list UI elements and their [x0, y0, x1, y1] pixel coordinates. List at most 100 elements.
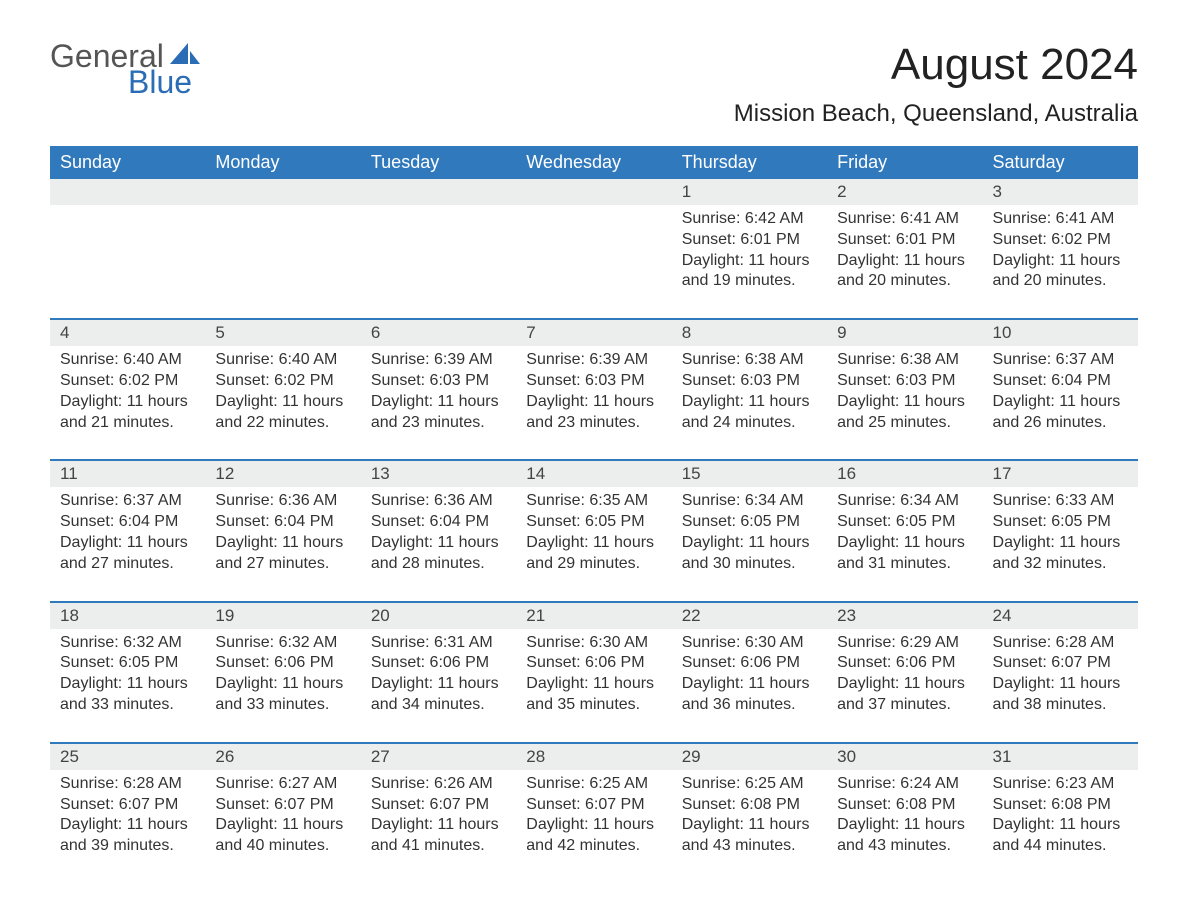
day-details: Sunrise: 6:41 AMSunset: 6:02 PMDaylight:… — [983, 205, 1138, 292]
daylight-text-line2: and 27 minutes. — [215, 554, 350, 575]
sunrise-text: Sunrise: 6:33 AM — [993, 491, 1128, 512]
sunset-text: Sunset: 6:08 PM — [837, 795, 972, 816]
day-details: Sunrise: 6:30 AMSunset: 6:06 PMDaylight:… — [672, 629, 827, 716]
day-header-monday: Monday — [205, 146, 360, 179]
day-details: Sunrise: 6:41 AMSunset: 6:01 PMDaylight:… — [827, 205, 982, 292]
day-details: Sunrise: 6:28 AMSunset: 6:07 PMDaylight:… — [50, 770, 205, 857]
daylight-text-line2: and 38 minutes. — [993, 695, 1128, 716]
day-details: Sunrise: 6:31 AMSunset: 6:06 PMDaylight:… — [361, 629, 516, 716]
day-number: 10 — [983, 320, 1138, 346]
sunrise-text: Sunrise: 6:38 AM — [837, 350, 972, 371]
sunrise-text: Sunrise: 6:26 AM — [371, 774, 506, 795]
sunrise-text: Sunrise: 6:40 AM — [60, 350, 195, 371]
day-number: 31 — [983, 744, 1138, 770]
day-number: 13 — [361, 461, 516, 487]
sunrise-text: Sunrise: 6:29 AM — [837, 633, 972, 654]
day-cell: 17Sunrise: 6:33 AMSunset: 6:05 PMDayligh… — [983, 460, 1138, 601]
day-cell: 24Sunrise: 6:28 AMSunset: 6:07 PMDayligh… — [983, 602, 1138, 743]
daylight-text-line2: and 28 minutes. — [371, 554, 506, 575]
daylight-text-line1: Daylight: 11 hours — [526, 674, 661, 695]
daylight-text-line2: and 35 minutes. — [526, 695, 661, 716]
sunset-text: Sunset: 6:06 PM — [215, 653, 350, 674]
sunrise-text: Sunrise: 6:37 AM — [993, 350, 1128, 371]
week-row: 25Sunrise: 6:28 AMSunset: 6:07 PMDayligh… — [50, 743, 1138, 883]
day-number: 12 — [205, 461, 360, 487]
day-details: Sunrise: 6:39 AMSunset: 6:03 PMDaylight:… — [516, 346, 671, 433]
week-row: 1Sunrise: 6:42 AMSunset: 6:01 PMDaylight… — [50, 179, 1138, 319]
day-details: Sunrise: 6:40 AMSunset: 6:02 PMDaylight:… — [50, 346, 205, 433]
sunset-text: Sunset: 6:08 PM — [682, 795, 817, 816]
day-cell: 27Sunrise: 6:26 AMSunset: 6:07 PMDayligh… — [361, 743, 516, 883]
sunset-text: Sunset: 6:04 PM — [215, 512, 350, 533]
empty-daynum — [361, 179, 516, 205]
month-title: August 2024 — [734, 40, 1138, 90]
day-cell: 19Sunrise: 6:32 AMSunset: 6:06 PMDayligh… — [205, 602, 360, 743]
sunrise-text: Sunrise: 6:38 AM — [682, 350, 817, 371]
sunrise-text: Sunrise: 6:23 AM — [993, 774, 1128, 795]
day-number: 19 — [205, 603, 360, 629]
day-number: 16 — [827, 461, 982, 487]
day-number: 15 — [672, 461, 827, 487]
day-cell: 16Sunrise: 6:34 AMSunset: 6:05 PMDayligh… — [827, 460, 982, 601]
day-details: Sunrise: 6:30 AMSunset: 6:06 PMDaylight:… — [516, 629, 671, 716]
day-cell: 22Sunrise: 6:30 AMSunset: 6:06 PMDayligh… — [672, 602, 827, 743]
sunset-text: Sunset: 6:02 PM — [60, 371, 195, 392]
day-number: 24 — [983, 603, 1138, 629]
daylight-text-line2: and 37 minutes. — [837, 695, 972, 716]
header: General Blue August 2024 Mission Beach, … — [50, 40, 1138, 138]
day-cell: 14Sunrise: 6:35 AMSunset: 6:05 PMDayligh… — [516, 460, 671, 601]
sunset-text: Sunset: 6:03 PM — [371, 371, 506, 392]
week-row: 4Sunrise: 6:40 AMSunset: 6:02 PMDaylight… — [50, 319, 1138, 460]
daylight-text-line1: Daylight: 11 hours — [837, 251, 972, 272]
sunset-text: Sunset: 6:05 PM — [837, 512, 972, 533]
daylight-text-line1: Daylight: 11 hours — [682, 251, 817, 272]
sunset-text: Sunset: 6:08 PM — [993, 795, 1128, 816]
empty-cell — [361, 179, 516, 319]
empty-cell — [50, 179, 205, 319]
sunset-text: Sunset: 6:07 PM — [371, 795, 506, 816]
day-details: Sunrise: 6:42 AMSunset: 6:01 PMDaylight:… — [672, 205, 827, 292]
sunset-text: Sunset: 6:02 PM — [993, 230, 1128, 251]
day-number: 22 — [672, 603, 827, 629]
day-cell: 13Sunrise: 6:36 AMSunset: 6:04 PMDayligh… — [361, 460, 516, 601]
sunrise-text: Sunrise: 6:32 AM — [215, 633, 350, 654]
sunrise-text: Sunrise: 6:28 AM — [60, 774, 195, 795]
day-details: Sunrise: 6:38 AMSunset: 6:03 PMDaylight:… — [672, 346, 827, 433]
daylight-text-line1: Daylight: 11 hours — [993, 251, 1128, 272]
logo: General Blue — [50, 40, 202, 98]
day-cell: 6Sunrise: 6:39 AMSunset: 6:03 PMDaylight… — [361, 319, 516, 460]
day-number: 27 — [361, 744, 516, 770]
daylight-text-line2: and 30 minutes. — [682, 554, 817, 575]
day-cell: 31Sunrise: 6:23 AMSunset: 6:08 PMDayligh… — [983, 743, 1138, 883]
day-details: Sunrise: 6:32 AMSunset: 6:05 PMDaylight:… — [50, 629, 205, 716]
daylight-text-line1: Daylight: 11 hours — [215, 815, 350, 836]
sunrise-text: Sunrise: 6:25 AM — [526, 774, 661, 795]
day-number: 8 — [672, 320, 827, 346]
day-number: 29 — [672, 744, 827, 770]
daylight-text-line2: and 21 minutes. — [60, 413, 195, 434]
day-number: 14 — [516, 461, 671, 487]
day-cell: 28Sunrise: 6:25 AMSunset: 6:07 PMDayligh… — [516, 743, 671, 883]
sunset-text: Sunset: 6:07 PM — [526, 795, 661, 816]
day-number: 2 — [827, 179, 982, 205]
daylight-text-line1: Daylight: 11 hours — [60, 815, 195, 836]
sunrise-text: Sunrise: 6:36 AM — [215, 491, 350, 512]
daylight-text-line1: Daylight: 11 hours — [682, 674, 817, 695]
daylight-text-line1: Daylight: 11 hours — [837, 533, 972, 554]
day-details: Sunrise: 6:37 AMSunset: 6:04 PMDaylight:… — [50, 487, 205, 574]
day-cell: 9Sunrise: 6:38 AMSunset: 6:03 PMDaylight… — [827, 319, 982, 460]
day-cell: 25Sunrise: 6:28 AMSunset: 6:07 PMDayligh… — [50, 743, 205, 883]
day-number: 30 — [827, 744, 982, 770]
sunset-text: Sunset: 6:06 PM — [526, 653, 661, 674]
daylight-text-line2: and 32 minutes. — [993, 554, 1128, 575]
day-number: 5 — [205, 320, 360, 346]
sunset-text: Sunset: 6:05 PM — [60, 653, 195, 674]
day-number: 23 — [827, 603, 982, 629]
day-cell: 18Sunrise: 6:32 AMSunset: 6:05 PMDayligh… — [50, 602, 205, 743]
daylight-text-line2: and 36 minutes. — [682, 695, 817, 716]
logo-text-bottom: Blue — [50, 66, 202, 98]
daylight-text-line1: Daylight: 11 hours — [682, 815, 817, 836]
daylight-text-line2: and 41 minutes. — [371, 836, 506, 857]
daylight-text-line2: and 20 minutes. — [993, 271, 1128, 292]
day-cell: 20Sunrise: 6:31 AMSunset: 6:06 PMDayligh… — [361, 602, 516, 743]
